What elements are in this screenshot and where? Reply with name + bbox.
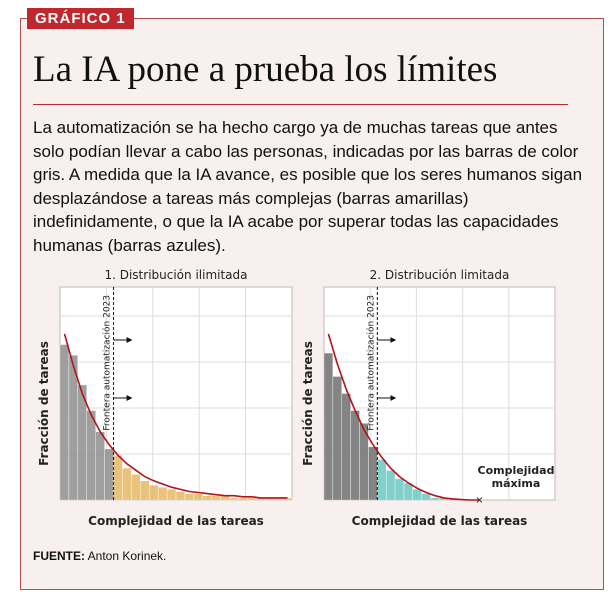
source: FUENTE: Anton Korinek. (33, 549, 166, 563)
chart-title: 2. Distribución limitada (370, 268, 510, 282)
bar (368, 446, 378, 501)
curve (63, 333, 288, 499)
bar (341, 393, 351, 501)
end-marker: × (475, 495, 483, 506)
bar (59, 344, 70, 501)
frontier-label: Frontera automatización 2023 (102, 295, 113, 431)
bar (211, 495, 221, 501)
bar (332, 376, 342, 501)
bar (247, 497, 257, 501)
bar (202, 495, 212, 501)
frontier-label: Frontera automatización 2023 (365, 295, 376, 431)
bar (166, 489, 177, 501)
bar (149, 484, 159, 501)
bar (184, 493, 195, 501)
bar (421, 493, 431, 501)
x-axis-label: Complejidad de las tareas (352, 514, 528, 528)
bar (229, 497, 239, 501)
y-axis-label: Fracción de tareas (301, 341, 315, 466)
tag: GRÁFICO 1 (27, 8, 134, 29)
bar (412, 489, 422, 501)
body-text: La automatización se ha hecho cargo ya d… (33, 118, 583, 255)
bar (193, 493, 203, 501)
source-label: FUENTE: (33, 549, 85, 563)
annotation: máxima (492, 477, 541, 490)
bar (323, 352, 334, 501)
bar (394, 478, 405, 501)
y-axis-label: Fracción de tareas (37, 341, 51, 466)
bar (385, 469, 396, 501)
bar (104, 448, 114, 501)
curve (327, 333, 480, 501)
bar (95, 431, 105, 501)
bar (377, 459, 387, 501)
bar (86, 410, 96, 501)
bar (175, 491, 186, 501)
bar (122, 467, 132, 501)
annotation: Complejidad (478, 464, 555, 477)
bar (140, 480, 150, 501)
bar (238, 497, 248, 501)
source-text: Anton Korinek. (87, 549, 167, 563)
title: La IA pone a prueba los límites (33, 49, 498, 90)
bar (157, 487, 168, 501)
bar (131, 474, 141, 501)
x-axis-label: Complejidad de las tareas (88, 514, 264, 528)
bar (430, 497, 440, 501)
rule (33, 104, 568, 105)
chart-title: 1. Distribución ilimitada (104, 268, 247, 282)
bar (113, 455, 123, 501)
bar (350, 410, 360, 501)
bar (282, 497, 293, 501)
